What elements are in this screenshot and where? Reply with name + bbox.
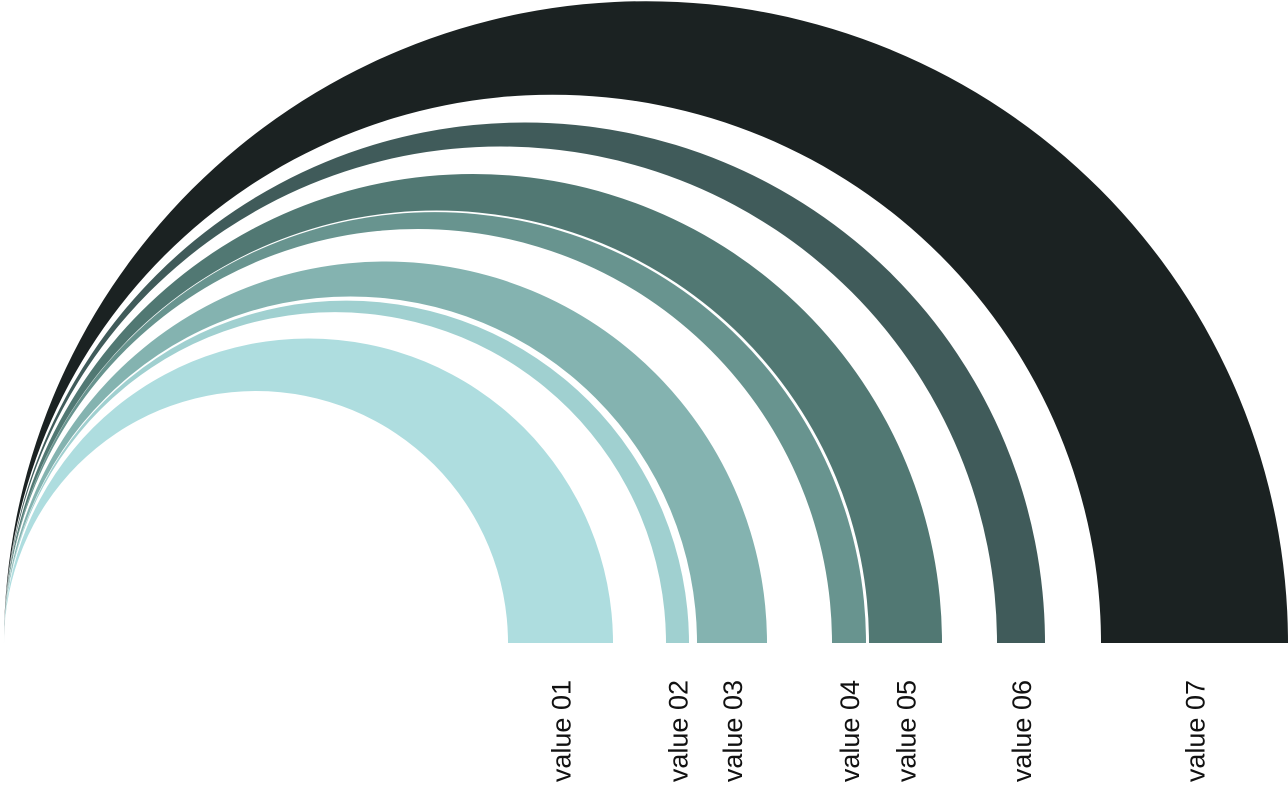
arc-band-7: [4, 1, 1288, 643]
arc-band-3: [4, 261, 767, 643]
band-label-1: value 01: [547, 680, 577, 782]
band-label-7: value 07: [1181, 680, 1211, 782]
arc-band-1: [4, 338, 613, 643]
band-label-4: value 04: [835, 680, 865, 782]
band-label-6: value 06: [1007, 680, 1037, 782]
arc-bands: [4, 1, 1288, 643]
band-label-2: value 02: [664, 680, 694, 782]
arc-band-5: [4, 174, 942, 643]
band-label-5: value 05: [892, 680, 922, 782]
band-labels: value 01 value 02 value 03 value 04 value 05…: [547, 680, 1211, 782]
band-label-3: value 03: [718, 680, 748, 782]
